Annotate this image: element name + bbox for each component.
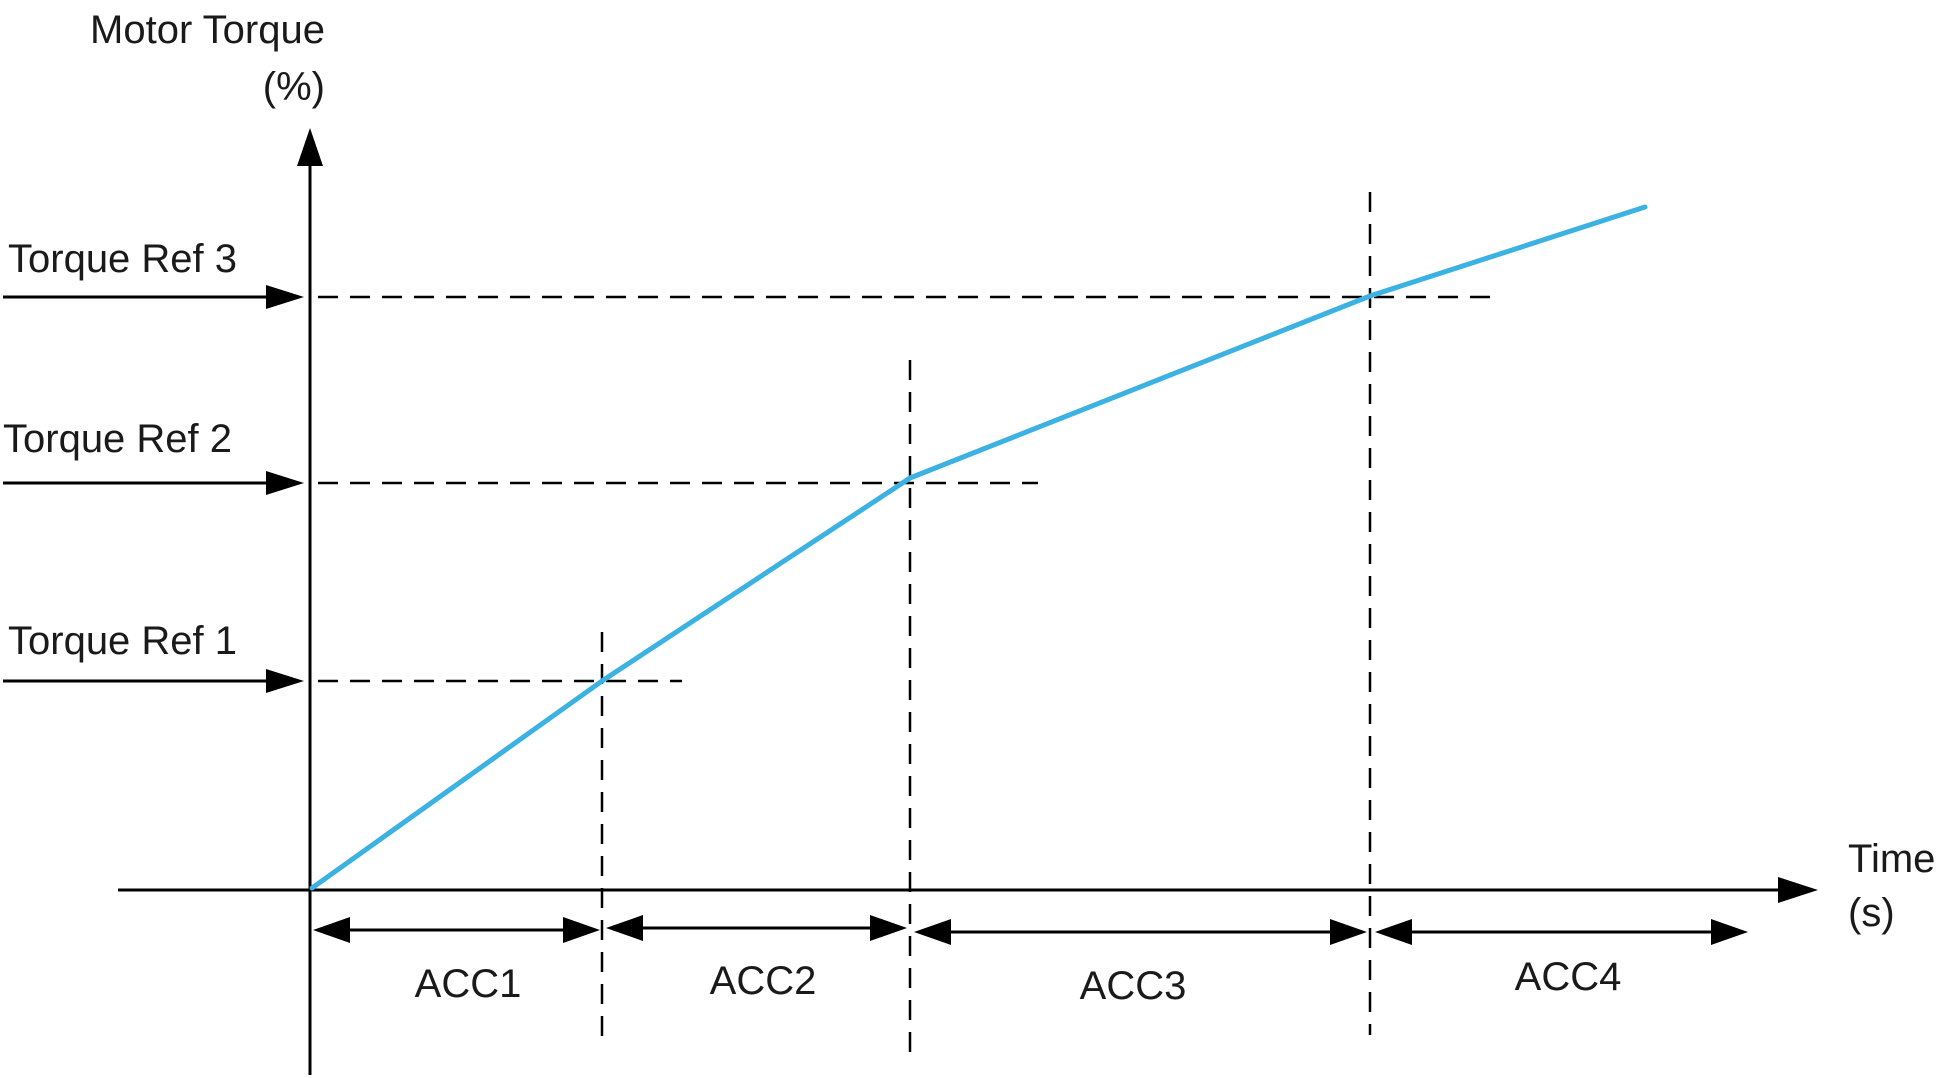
acc4-label: ACC4 — [1515, 955, 1622, 999]
acc4-right-arrowhead — [1711, 919, 1748, 945]
acc2-left-arrowhead — [606, 915, 643, 941]
acc1-left-arrowhead — [313, 917, 350, 943]
acc1-label: ACC1 — [415, 962, 522, 1006]
acc2-label: ACC2 — [710, 959, 817, 1003]
x-axis-arrowhead — [1778, 877, 1818, 903]
acc1-right-arrowhead — [563, 917, 600, 943]
torque-ref-2-label: Torque Ref 2 — [3, 417, 232, 461]
acc3-right-arrowhead — [1330, 919, 1367, 945]
acc2-right-arrowhead — [870, 915, 907, 941]
acc3-left-arrowhead — [914, 919, 951, 945]
acc4-left-arrowhead — [1375, 919, 1412, 945]
torque-ref-3-label: Torque Ref 3 — [8, 237, 237, 281]
x-axis-label-line1: Time — [1848, 837, 1935, 881]
y-axis-label-line1: Motor Torque — [90, 8, 325, 52]
y-axis-label-line2: (%) — [263, 65, 325, 109]
torque-ref-1-label: Torque Ref 1 — [8, 619, 237, 663]
torque-ref-1-arrowhead — [266, 669, 304, 693]
motor-torque-curve — [309, 204, 1648, 891]
y-axis-arrowhead — [297, 128, 323, 166]
x-axis-label-line2: (s) — [1848, 891, 1895, 935]
torque-ref-2-arrowhead — [266, 471, 304, 495]
torque-ref-3-arrowhead — [266, 285, 304, 309]
acc3-label: ACC3 — [1080, 964, 1187, 1008]
